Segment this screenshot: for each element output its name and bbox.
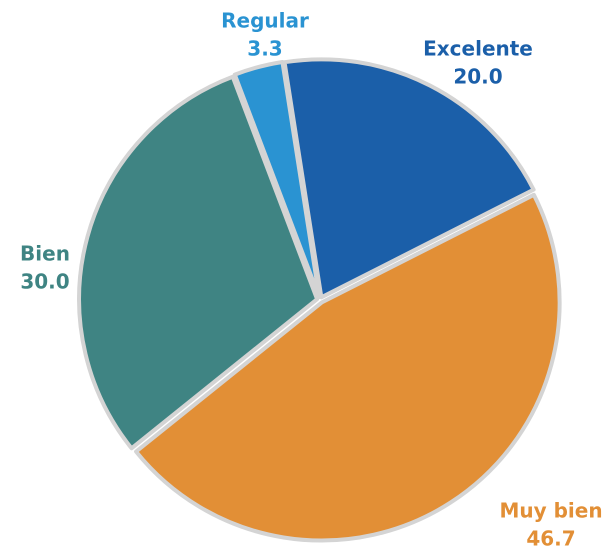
- pie-slice: [232, 59, 322, 300]
- slice-value: 46.7: [526, 527, 575, 550]
- slice-value: 3.3: [247, 37, 282, 61]
- pie-slice: [77, 74, 320, 451]
- slice-value: 20.0: [453, 65, 502, 89]
- slice-value: 30.0: [20, 270, 69, 294]
- slice-label: Bien: [20, 242, 70, 266]
- pie-slice: [134, 192, 562, 543]
- slice-label: Excelente: [423, 37, 533, 61]
- slice-label: Muy bien: [499, 499, 602, 523]
- pie-slice: [282, 57, 536, 300]
- slice-label: Regular: [221, 9, 309, 33]
